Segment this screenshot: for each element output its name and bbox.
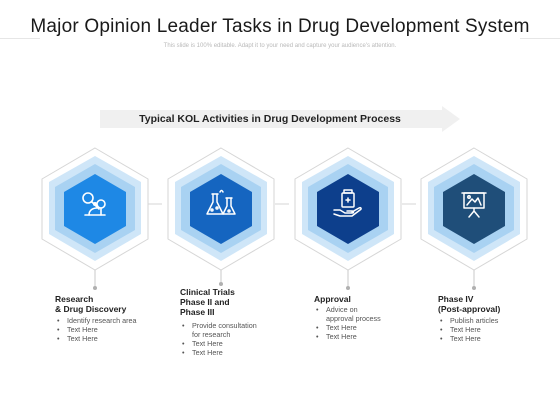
list-item: Text Here xyxy=(438,334,498,343)
phase-2-title-line: Clinical Trials xyxy=(180,287,235,297)
phase-4-title-line: (Post-approval) xyxy=(438,304,501,314)
phase-3-bullets: Advice on approval process Text Here Tex… xyxy=(314,305,381,341)
presentation-board-icon xyxy=(461,192,487,218)
phase-3-title-line: Approval xyxy=(314,294,351,304)
phase-4-title: Phase IV (Post-approval) xyxy=(438,294,500,314)
banner-arrow-shape xyxy=(100,106,460,132)
phase-2-title-line: Phase II and xyxy=(180,297,230,307)
medicine-bottle-hand-icon xyxy=(333,189,362,217)
list-item: for research xyxy=(180,330,257,339)
page-title: Major Opinion Leader Tasks in Drug Devel… xyxy=(30,16,530,37)
list-item: Text Here xyxy=(180,339,257,348)
phase-3-hexagon xyxy=(294,147,402,271)
list-item: Text Here xyxy=(314,323,381,332)
phase-4-title-line: Phase IV xyxy=(438,294,474,304)
list-item: Text Here xyxy=(55,334,137,343)
phase-4-drop-dot xyxy=(472,286,476,290)
flask-icon xyxy=(206,189,236,215)
phase-2-drop-dot xyxy=(219,282,223,286)
phase-1-title: Research & Drug Discovery xyxy=(55,294,126,314)
phase-1-title-line: & Drug Discovery xyxy=(55,304,127,314)
phase-1-drop-dot xyxy=(93,286,97,290)
phase-1-title-line: Research xyxy=(55,294,94,304)
title-divider-right xyxy=(520,38,560,39)
list-item: Text Here xyxy=(314,332,381,341)
list-item: Text Here xyxy=(180,348,257,357)
phase-4-bullets: Publish articles Text Here Text Here xyxy=(438,316,498,343)
list-item: Text Here xyxy=(438,325,498,334)
list-item-continuation: approval process xyxy=(326,314,381,323)
list-item: Provide consultation xyxy=(180,321,257,330)
list-item: Publish articles xyxy=(438,316,498,325)
banner-label: Typical KOL Activities in Drug Developme… xyxy=(139,113,401,125)
phase-2-bullets: Provide consultation for research Text H… xyxy=(180,321,257,357)
phase-3-drop-dot xyxy=(346,286,350,290)
process-banner: Typical KOL Activities in Drug Developme… xyxy=(100,106,460,132)
list-item: Advice on xyxy=(314,305,381,314)
phase-2-title: Clinical Trials Phase II and Phase III xyxy=(180,287,235,317)
list-item: Identify research area xyxy=(55,316,137,325)
list-item-continuation: for research xyxy=(192,330,231,339)
page-subtitle: This slide is 100% editable. Adapt it to… xyxy=(163,43,397,49)
title-divider-left xyxy=(0,38,40,39)
phase-1-bullets: Identify research area Text Here Text He… xyxy=(55,316,137,343)
list-item: Text Here xyxy=(55,325,137,334)
phase-3-title: Approval xyxy=(314,294,351,304)
phase-2-title-line: Phase III xyxy=(180,307,215,317)
list-item: approval process xyxy=(314,314,381,323)
microscope-icon xyxy=(82,192,106,216)
